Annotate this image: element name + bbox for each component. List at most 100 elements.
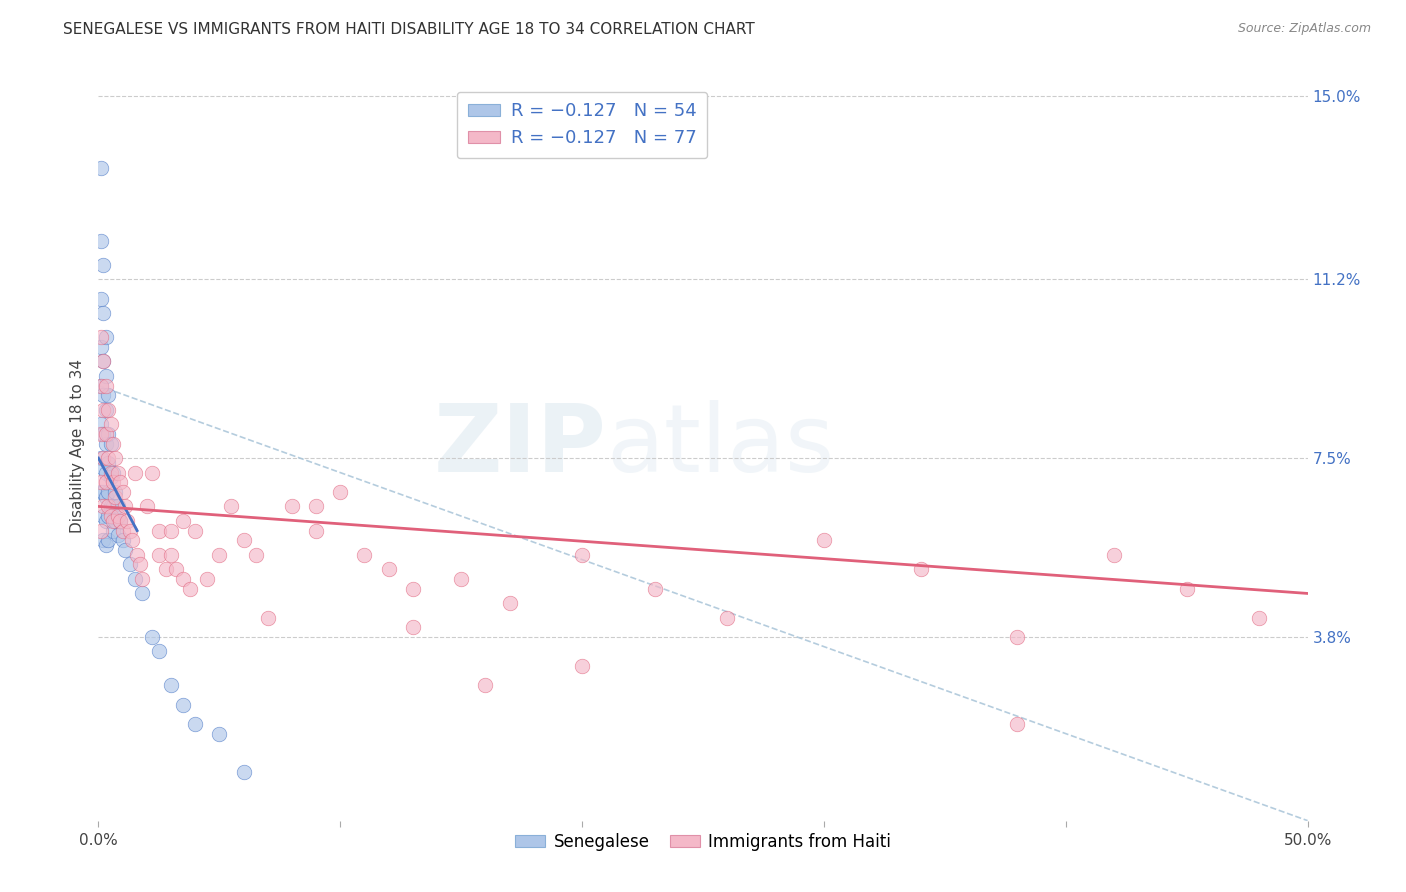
Point [94,538,117,552]
Point [450,572,472,586]
Point [90,378,112,392]
Point [184,524,207,538]
Point [232,533,254,548]
Point [91,509,114,524]
Point [305,524,328,538]
Point [108,514,131,528]
Point [90,417,112,432]
Point [107,509,129,524]
Text: Source: ZipAtlas.com: Source: ZipAtlas.com [1237,22,1371,36]
Point [100,466,122,480]
Point [100,500,122,514]
Point [716,610,738,624]
Point [97,533,120,548]
Point [97,484,120,499]
Point [97,500,120,514]
Legend: Senegalese, Immigrants from Haiti: Senegalese, Immigrants from Haiti [509,826,897,857]
Point [101,475,124,490]
Point [94,402,117,417]
Point [148,548,170,562]
Point [104,490,127,504]
Point [100,470,122,484]
Point [91,306,114,320]
Point [94,490,117,504]
Point [377,562,399,576]
Point [131,572,153,586]
Point [91,484,114,499]
Point [94,378,117,392]
Point [172,514,194,528]
Point [101,514,124,528]
Point [94,368,117,383]
Point [97,451,120,466]
Point [571,548,593,562]
Point [474,678,496,692]
Point [94,514,117,528]
Point [221,500,243,514]
Point [90,475,112,490]
Point [232,765,254,780]
Point [281,500,304,514]
Point [100,436,122,450]
Point [160,678,183,692]
Point [148,644,170,658]
Point [124,466,146,480]
Point [160,548,183,562]
Point [97,456,120,470]
Point [114,500,136,514]
Point [118,524,141,538]
Point [101,500,124,514]
Point [100,509,122,524]
Point [91,402,114,417]
Point [101,466,124,480]
Point [184,717,207,731]
Point [97,426,120,441]
Point [107,500,129,514]
Point [91,258,114,272]
Point [90,161,112,175]
Point [118,558,141,572]
Point [101,436,124,450]
Point [111,484,134,499]
Point [90,524,112,538]
Point [100,417,122,432]
Point [208,726,231,740]
Point [571,659,593,673]
Point [208,548,231,562]
Point [97,388,120,402]
Text: atlas: atlas [606,400,835,492]
Point [121,533,143,548]
Point [111,533,134,548]
Point [94,466,117,480]
Point [90,451,112,466]
Point [498,596,520,610]
Point [108,475,131,490]
Point [245,548,267,562]
Point [97,509,120,524]
Point [107,528,129,542]
Point [155,562,177,576]
Point [329,484,352,499]
Point [90,340,112,354]
Point [305,500,328,514]
Point [91,354,114,368]
Point [402,582,425,596]
Point [131,586,153,600]
Point [104,484,127,499]
Point [1007,717,1029,731]
Point [90,426,112,441]
Point [97,402,120,417]
Point [111,524,134,538]
Point [90,234,112,248]
Point [91,354,114,368]
Point [91,460,114,475]
Point [117,514,139,528]
Point [141,466,163,480]
Point [90,292,112,306]
Point [94,330,117,344]
Point [172,572,194,586]
Point [104,451,127,466]
Point [94,426,117,441]
Point [148,524,170,538]
Point [353,548,375,562]
